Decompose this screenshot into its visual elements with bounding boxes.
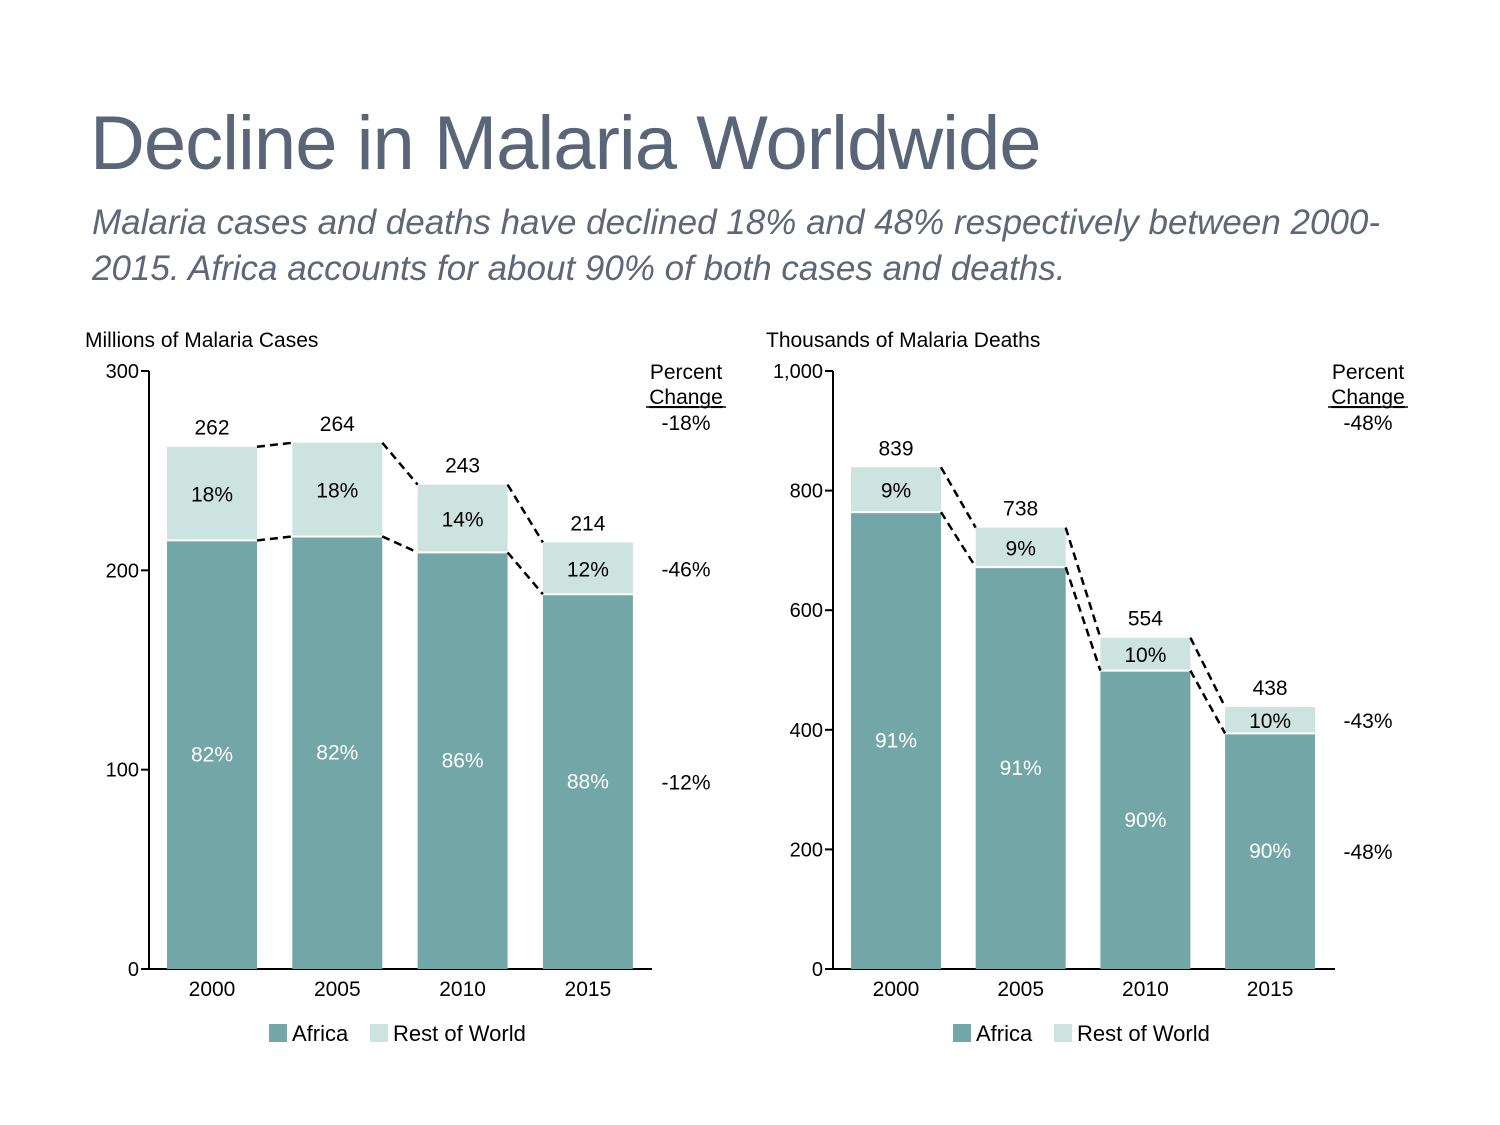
bar-rest-of-world-2015 — [542, 542, 633, 595]
rest-of-world-share-label: 10% — [1124, 644, 1166, 667]
bar-rest-of-world-2000 — [851, 467, 941, 513]
x-tick-label: 2010 — [439, 978, 486, 1001]
rest-of-world-share-label: 18% — [191, 484, 233, 507]
percent-change-heading: Change — [1331, 386, 1405, 409]
malaria-cases-chart: Millions of Malaria Cases 0 100 200 300 82% 18… — [85, 329, 726, 1046]
malaria-deaths-chart: Thousands of Malaria Deaths 0 200 400 600 800… — [766, 329, 1408, 1046]
x-tick-label: 2015 — [1247, 978, 1294, 1001]
legend-swatch-africa — [953, 1024, 971, 1042]
y-tick-label: 800 — [790, 481, 823, 503]
y-tick-label: 0 — [812, 959, 823, 981]
bar-africa-2000 — [851, 512, 941, 969]
total-label: 738 — [1003, 498, 1038, 521]
connector-total — [939, 466, 977, 529]
y-tick-label: 200 — [790, 839, 823, 861]
x-tick-label: 2000 — [189, 978, 236, 1001]
connector-total — [1189, 637, 1227, 708]
africa-share-label: 91% — [1000, 757, 1042, 780]
legend-label-rest-of-world: Rest of World — [393, 1021, 526, 1046]
legend-label-rest-of-world: Rest of World — [1077, 1021, 1210, 1046]
bar-africa-2010 — [1100, 670, 1191, 969]
total-label: 243 — [445, 455, 480, 478]
percent-change-rest-of-world: -43% — [1343, 710, 1392, 733]
bar-rest-of-world-2010 — [1100, 637, 1191, 671]
y-tick-label: 200 — [106, 560, 139, 582]
africa-share-label: 86% — [442, 750, 484, 773]
bar-rest-of-world-2000 — [167, 446, 257, 541]
connector-total — [506, 483, 544, 544]
bar-africa-2005 — [975, 567, 1066, 969]
y-tick-label: 0 — [128, 959, 139, 981]
page-subtitle: Malaria cases and deaths have declined 1… — [92, 203, 1381, 288]
percent-change-heading: Percent — [1332, 361, 1405, 384]
legend-label-africa: Africa — [976, 1021, 1033, 1046]
rest-of-world-share-label: 9% — [881, 480, 911, 503]
rest-of-world-share-label: 14% — [442, 509, 484, 532]
connector-total — [256, 441, 293, 448]
percent-change-africa: -48% — [1343, 841, 1392, 864]
bar-africa-2015 — [542, 594, 633, 969]
bar-rest-of-world-2010 — [417, 484, 508, 553]
bar-rest-of-world-2015 — [1225, 707, 1316, 734]
y-tick-label: 100 — [106, 760, 139, 782]
total-label: 214 — [570, 512, 605, 535]
percent-change-heading: Change — [649, 386, 723, 409]
x-tick-label: 2005 — [314, 978, 361, 1001]
africa-share-label: 82% — [316, 742, 358, 765]
legend-swatch-rest-of-world — [1054, 1024, 1072, 1042]
percent-change-rest-of-world: -46% — [661, 558, 710, 581]
page-title: Decline in Malaria Worldwide — [90, 101, 1042, 186]
bar-rest-of-world-2005 — [975, 527, 1066, 568]
africa-share-label: 91% — [875, 730, 917, 753]
legend-swatch-rest-of-world — [370, 1024, 388, 1042]
total-label: 438 — [1253, 677, 1288, 700]
x-tick-label: 2015 — [565, 978, 612, 1001]
y-tick-label: 400 — [790, 720, 823, 742]
total-label: 839 — [878, 437, 913, 460]
connector-africa — [256, 535, 293, 542]
bar-rest-of-world-2005 — [292, 442, 383, 537]
legend-label-africa: Africa — [292, 1021, 349, 1046]
africa-share-label: 82% — [191, 744, 233, 767]
percent-change-africa: -12% — [661, 772, 710, 795]
x-tick-label: 2005 — [997, 978, 1044, 1001]
africa-share-label: 88% — [567, 771, 609, 794]
y-tick-label: 1,000 — [773, 361, 823, 383]
x-tick-label: 2010 — [1122, 978, 1169, 1001]
rest-of-world-share-label: 12% — [567, 558, 609, 581]
y-tick-label: 600 — [790, 600, 823, 622]
x-tick-label: 2000 — [873, 978, 920, 1001]
connector-africa — [381, 535, 419, 554]
connector-africa — [1064, 566, 1102, 671]
connector-africa — [939, 511, 977, 568]
total-label: 554 — [1128, 608, 1163, 631]
connector-africa — [1189, 669, 1227, 734]
total-label: 264 — [320, 413, 355, 436]
total-label: 262 — [194, 417, 229, 440]
legend-swatch-africa — [269, 1024, 287, 1042]
percent-change-total: -48% — [1343, 412, 1392, 435]
africa-share-label: 90% — [1124, 809, 1166, 832]
connector-total — [381, 441, 419, 486]
bar-africa-2010 — [417, 552, 508, 969]
rest-of-world-share-label: 9% — [1006, 537, 1036, 560]
bar-africa-2015 — [1225, 733, 1316, 969]
rest-of-world-share-label: 18% — [316, 480, 358, 503]
chart-title: Millions of Malaria Cases — [85, 329, 318, 352]
bar-africa-2005 — [292, 536, 383, 969]
connector-africa — [506, 551, 544, 596]
connector-total — [1064, 527, 1102, 639]
bar-africa-2000 — [167, 540, 257, 969]
africa-share-label: 90% — [1249, 840, 1291, 863]
percent-change-heading: Percent — [650, 361, 723, 384]
y-tick-label: 300 — [106, 361, 139, 383]
chart-title: Thousands of Malaria Deaths — [766, 329, 1040, 352]
percent-change-total: -18% — [661, 412, 710, 435]
rest-of-world-share-label: 10% — [1249, 710, 1291, 733]
